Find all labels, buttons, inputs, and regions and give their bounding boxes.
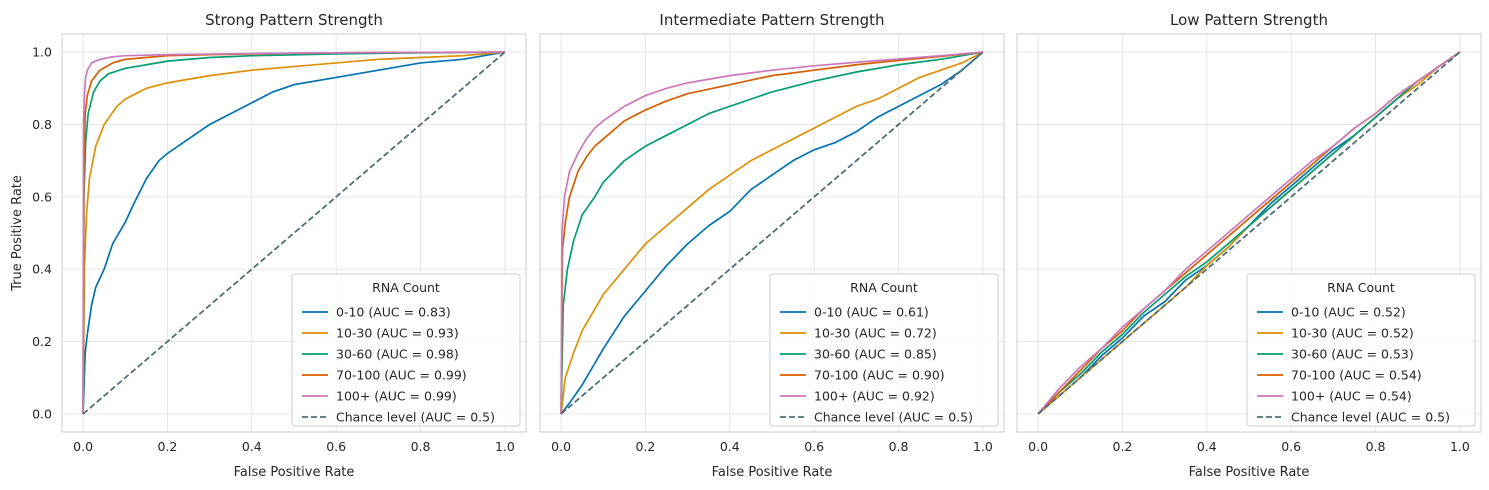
legend-box: [1246, 273, 1476, 427]
chance-line: [1037, 51, 1461, 415]
roc-curve: [82, 51, 505, 414]
legend-title: RNA Count: [850, 280, 918, 295]
x-tick-label: 0.4: [242, 439, 262, 454]
chance-line: [560, 51, 984, 415]
roc-curve: [560, 51, 984, 415]
legend-entry: 30-60 (AUC = 0.85): [814, 347, 937, 362]
legend-entry: 70-100 (AUC = 0.54): [1291, 368, 1422, 383]
axes-frame: [1016, 33, 1482, 433]
roc-curve: [1037, 51, 1461, 415]
x-tick-label: 1.0: [1450, 439, 1470, 454]
axes-frame: [61, 33, 527, 433]
legend-entry: 30-60 (AUC = 0.53): [1291, 347, 1414, 362]
legend-entry: 10-30 (AUC = 0.52): [1291, 326, 1414, 341]
x-axis-label: False Positive Rate: [1189, 465, 1310, 480]
x-tick-label: 0.0: [73, 439, 93, 454]
x-axis-label: False Positive Rate: [234, 465, 355, 480]
legend-title: RNA Count: [1327, 280, 1395, 295]
roc-curve: [560, 51, 983, 414]
roc-curve: [82, 51, 505, 414]
x-tick-label: 0.4: [1197, 439, 1217, 454]
legend-entry: Chance level (AUC = 0.5): [1291, 410, 1450, 425]
chart-panel-3: Low Pattern Strength 0.0 0.2 0.4 0.6 0.8 1.0 Fa…: [1016, 11, 1482, 480]
chart-title: Intermediate Pattern Strength: [659, 11, 884, 29]
x-tick-label: 0.6: [804, 439, 824, 454]
x-tick-label: 0.6: [326, 439, 346, 454]
legend: RNA Count 0-10 (AUC = 0.83) 10-30 (AUC = 0…: [291, 273, 521, 427]
legend: RNA Count 0-10 (AUC = 0.61) 10-30 (AUC = 0…: [769, 273, 999, 427]
roc-curve: [560, 51, 984, 415]
legend-entry: 30-60 (AUC = 0.98): [336, 347, 459, 362]
x-tick-label: 0.8: [411, 439, 431, 454]
chance-line: [82, 51, 506, 415]
y-tick-label: 0.6: [32, 189, 52, 204]
roc-curve: [1037, 51, 1461, 415]
legend-entry: 70-100 (AUC = 0.99): [336, 368, 467, 383]
roc-curve: [82, 51, 506, 414]
legend-entry: 0-10 (AUC = 0.52): [1291, 305, 1406, 320]
x-tick-label: 0.2: [1113, 439, 1133, 454]
y-axis-label: True Positive Rate: [10, 175, 25, 292]
chart-title: Strong Pattern Strength: [205, 11, 383, 29]
roc-curve: [82, 51, 505, 414]
x-tick-label: 0.6: [1281, 439, 1301, 454]
legend-box: [769, 273, 999, 427]
legend-entry: Chance level (AUC = 0.5): [814, 410, 973, 425]
legend: RNA Count 0-10 (AUC = 0.52) 10-30 (AUC = 0…: [1246, 273, 1476, 427]
legend-entry: 0-10 (AUC = 0.61): [814, 305, 929, 320]
x-tick-label: 0.2: [158, 439, 178, 454]
y-tick-label: 0.8: [32, 117, 52, 132]
x-tick-label: 0.0: [1028, 439, 1048, 454]
legend-entry: 100+ (AUC = 0.99): [336, 389, 457, 404]
chart-panel-2: Intermediate Pattern Strength 0.0 0.2 0.4 0.…: [539, 11, 1005, 480]
chart-panel-1: Strong Pattern Strength 0.0 0.2 0.4 0.6 0.8 1.…: [10, 11, 527, 480]
legend-entry: 70-100 (AUC = 0.90): [814, 368, 945, 383]
x-tick-label: 0.8: [889, 439, 909, 454]
x-tick-label: 0.0: [551, 439, 571, 454]
y-tick-label: 0.4: [32, 262, 52, 277]
legend-entry: 0-10 (AUC = 0.83): [336, 305, 451, 320]
roc-curve: [560, 51, 983, 414]
legend-entry: 100+ (AUC = 0.92): [814, 389, 935, 404]
x-axis-label: False Positive Rate: [712, 465, 833, 480]
x-tick-label: 1.0: [973, 439, 993, 454]
legend-entry: 10-30 (AUC = 0.72): [814, 326, 937, 341]
chart-title: Low Pattern Strength: [1170, 11, 1328, 29]
x-tick-label: 0.4: [720, 439, 740, 454]
y-tick-label: 0.2: [32, 334, 52, 349]
x-tick-label: 0.8: [1366, 439, 1386, 454]
x-tick-label: 0.2: [636, 439, 656, 454]
legend-box: [291, 273, 521, 427]
legend-entry: 100+ (AUC = 0.54): [1291, 389, 1412, 404]
legend-entry: 10-30 (AUC = 0.93): [336, 326, 459, 341]
axes-frame: [539, 33, 1005, 433]
y-tick-label: 1.0: [32, 45, 52, 60]
legend-entry: Chance level (AUC = 0.5): [336, 410, 495, 425]
legend-title: RNA Count: [372, 280, 440, 295]
x-tick-label: 1.0: [495, 439, 515, 454]
y-tick-label: 0.0: [32, 406, 52, 421]
roc-curve: [560, 51, 984, 414]
